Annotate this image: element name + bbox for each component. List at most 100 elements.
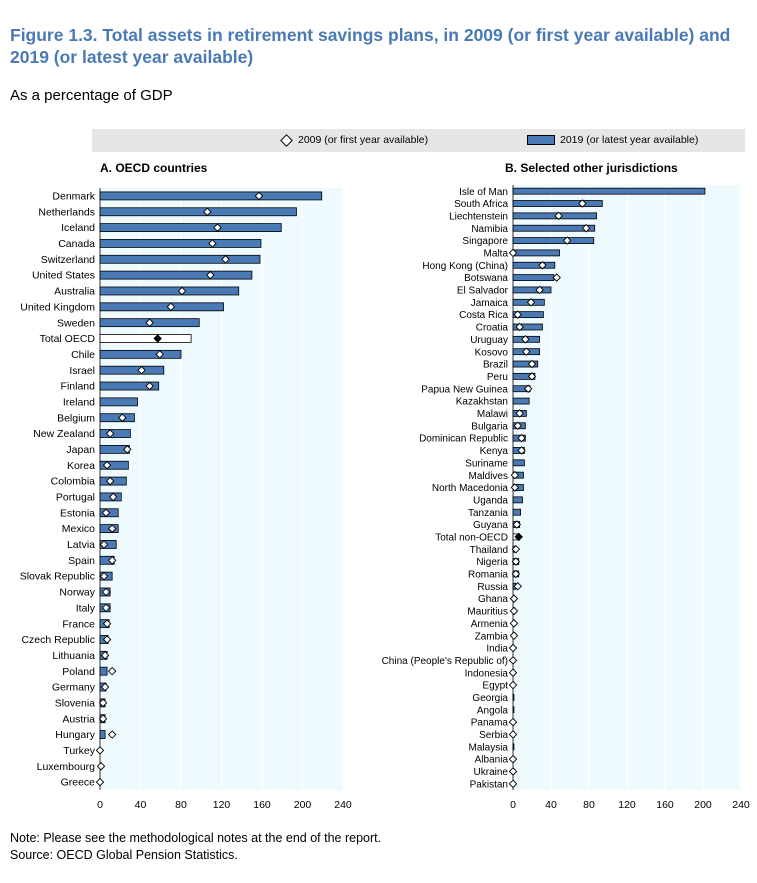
category-label-0-23: Spain xyxy=(68,555,95,567)
category-label-1-31: Romania xyxy=(468,570,508,581)
category-label-1-30: Nigeria xyxy=(476,557,508,568)
category-label-0-12: Finland xyxy=(61,381,96,393)
marker-2009-0-4 xyxy=(221,255,230,264)
marker-2009-1-21 xyxy=(517,446,526,455)
marker-2009-1-10 xyxy=(513,310,522,319)
marker-2009-0-12 xyxy=(145,381,154,391)
marker-2009-1-8 xyxy=(535,285,544,295)
marker-2009-0-0 xyxy=(254,191,264,201)
bar-1-5 xyxy=(512,249,560,257)
bar-1-10 xyxy=(512,311,544,319)
bar-0-30 xyxy=(99,666,108,676)
marker-2009-1-38 xyxy=(508,656,518,665)
category-label-0-17: Korea xyxy=(67,460,95,472)
x-tick-label-0-200: 200 xyxy=(294,799,312,811)
category-label-0-11: Israel xyxy=(69,365,95,377)
marker-2009-1-32 xyxy=(513,582,522,591)
category-label-1-34: Mauritius xyxy=(467,607,508,618)
category-label-1-9: Jamaica xyxy=(471,298,509,309)
marker-2009-0-36 xyxy=(96,762,106,771)
marker-2009-1-19 xyxy=(513,421,522,431)
category-label-1-40: Egypt xyxy=(482,681,508,692)
category-label-0-4: Switzerland xyxy=(41,254,95,266)
bar-0-0 xyxy=(99,191,323,201)
category-label-1-0: Isle of Man xyxy=(459,187,508,198)
category-label-1-2: Liechtenstein xyxy=(449,211,508,222)
category-label-1-38: China (People's Republic of) xyxy=(382,656,508,667)
bar-0-4 xyxy=(99,254,261,264)
marker-2009-1-20 xyxy=(517,433,526,443)
bar-1-17 xyxy=(512,397,530,405)
marker-2009-1-35 xyxy=(509,619,519,628)
category-label-1-14: Brazil xyxy=(483,360,508,371)
category-label-1-47: Ukraine xyxy=(474,767,509,778)
marker-2009-0-7 xyxy=(166,302,176,312)
marker-2009-1-6 xyxy=(538,261,547,270)
category-label-0-5: United States xyxy=(32,270,95,282)
category-label-0-2: Iceland xyxy=(61,222,95,234)
source-text: Source: OECD Global Pension Statistics. xyxy=(10,848,238,862)
category-label-1-44: Serbia xyxy=(479,730,508,741)
bar-0-14 xyxy=(99,413,135,423)
bar-0-9 xyxy=(99,334,192,343)
category-label-1-7: Botswana xyxy=(464,273,508,284)
category-label-1-42: Angola xyxy=(477,705,509,716)
x-tick-label-1-120: 120 xyxy=(618,799,636,811)
category-label-1-37: India xyxy=(486,644,508,655)
category-label-1-45: Malaysia xyxy=(469,742,509,753)
marker-2009-1-29 xyxy=(511,544,521,554)
marker-2009-0-28 xyxy=(102,635,112,644)
x-tick-label-0-80: 80 xyxy=(175,799,187,811)
marker-2009-1-14 xyxy=(527,359,537,369)
x-tick-label-1-0: 0 xyxy=(510,799,516,811)
marker-2009-1-13 xyxy=(522,347,531,356)
category-label-1-35: Armenia xyxy=(471,619,509,630)
category-label-1-5: Malta xyxy=(484,249,509,260)
bar-1-22 xyxy=(512,459,525,467)
bar-0-5 xyxy=(99,270,253,280)
marker-2009-1-18 xyxy=(515,409,524,418)
marker-2009-0-20 xyxy=(101,508,111,517)
category-label-1-27: Guyana xyxy=(473,520,508,531)
marker-2009-1-7 xyxy=(552,273,561,282)
legend-item-2019: 2019 (or latest year available) xyxy=(527,134,698,146)
category-label-1-25: Uganda xyxy=(473,495,508,506)
marker-2009-1-5 xyxy=(508,248,518,258)
marker-2009-0-35 xyxy=(95,746,105,755)
marker-2009-1-46 xyxy=(508,754,518,764)
category-label-1-10: Costa Rica xyxy=(459,310,508,321)
x-tick-label-1-80: 80 xyxy=(583,799,595,811)
x-tick-label-1-40: 40 xyxy=(545,799,557,811)
category-label-1-16: Papua New Guinea xyxy=(421,384,508,395)
legend-item-2009: 2009 (or first year available) xyxy=(280,133,428,147)
marker-2009-0-23 xyxy=(107,556,117,565)
marker-2009-0-16 xyxy=(123,445,132,454)
category-label-0-25: Norway xyxy=(59,587,95,599)
marker-2009-0-29 xyxy=(100,651,110,660)
bar-0-10 xyxy=(99,349,182,359)
marker-2009-1-40 xyxy=(508,680,518,690)
category-label-0-31: Germany xyxy=(52,682,96,694)
marker-2009-1-23 xyxy=(510,470,520,480)
category-label-1-6: Hong Kong (China) xyxy=(422,261,508,272)
x-tick-label-0-0: 0 xyxy=(97,799,103,811)
category-label-1-33: Ghana xyxy=(478,594,508,605)
category-label-0-14: Belgium xyxy=(57,412,95,424)
marker-2009-0-2 xyxy=(213,223,222,232)
category-label-1-20: Dominican Republic xyxy=(419,434,508,445)
bar-1-7 xyxy=(512,274,555,282)
category-label-1-3: Namibia xyxy=(471,224,508,235)
marker-2009-1-31 xyxy=(511,569,521,579)
category-label-1-32: Russia xyxy=(477,582,508,593)
marker-2009-0-17 xyxy=(102,461,112,470)
marker-2009-1-47 xyxy=(508,767,518,776)
marker-2009-1-3 xyxy=(581,223,591,233)
bar-swatch-icon xyxy=(527,135,555,145)
category-label-1-41: Georgia xyxy=(472,693,508,704)
category-label-0-29: Lithuania xyxy=(52,650,95,662)
category-label-1-24: North Macedonia xyxy=(432,483,509,494)
x-tick-label-1-200: 200 xyxy=(694,799,712,811)
category-label-0-0: Denmark xyxy=(52,191,95,203)
marker-2009-0-25 xyxy=(101,587,111,597)
